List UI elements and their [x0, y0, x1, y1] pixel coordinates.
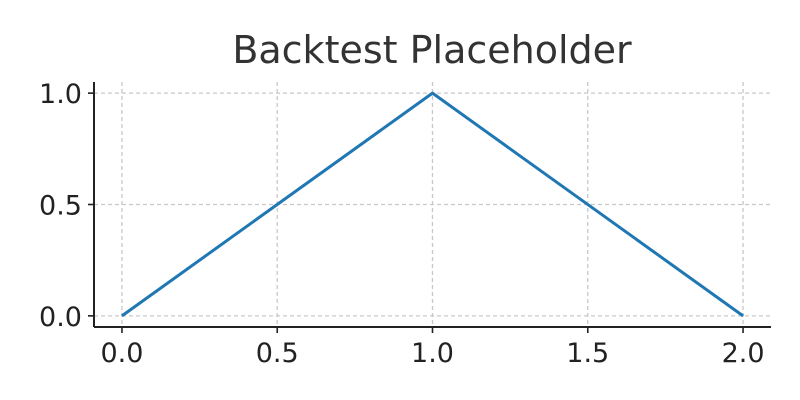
y-tick-label: 0.0 [39, 302, 82, 333]
grid [94, 82, 771, 327]
x-tick-label: 2.0 [722, 338, 765, 369]
series [121, 91, 744, 318]
x-tick-label: 1.0 [411, 338, 454, 369]
y-tick-label: 0.5 [39, 191, 82, 222]
chart-title: Backtest Placeholder [232, 28, 632, 72]
x-tick-label: 0.5 [256, 338, 299, 369]
x-tick-label: 1.5 [566, 338, 609, 369]
x-tick-label: 0.0 [100, 338, 143, 369]
y-tick-label: 1.0 [39, 79, 82, 110]
y-axis-ticks: 0.0 0.5 1.0 [39, 79, 94, 333]
x-axis-ticks: 0.0 0.5 1.0 1.5 2.0 [100, 327, 765, 369]
series-line [121, 91, 744, 318]
